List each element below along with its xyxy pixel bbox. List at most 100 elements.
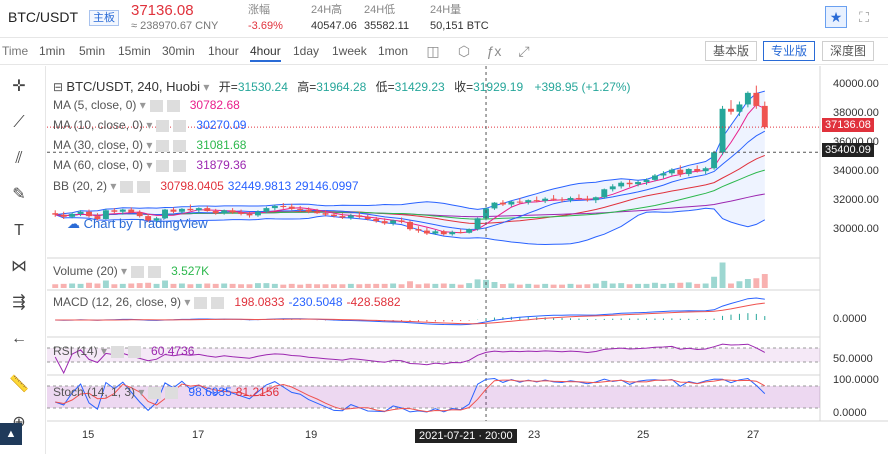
volume-bar	[626, 284, 633, 288]
candle-body	[423, 230, 430, 234]
candle-body	[575, 197, 582, 199]
candle-body	[711, 152, 718, 169]
settings-icon[interactable]: ⬡	[457, 43, 471, 59]
rsi-band	[47, 348, 820, 362]
candle-body	[550, 198, 557, 200]
time-tick-19: 19	[305, 429, 318, 441]
macd-label: MACD (12, 26, close, 9)	[53, 295, 182, 309]
pattern-icon[interactable]: ⋈	[11, 258, 27, 275]
interval-30min[interactable]: 30min	[162, 44, 195, 58]
macd-axis-tick: 0.0000	[833, 313, 867, 325]
interval-1mon[interactable]: 1mon	[378, 44, 409, 58]
interval-1hour[interactable]: 1hour	[208, 44, 239, 58]
macd-legend: MACD (12, 26, close, 9) ▾ 198.0833 -230.50…	[53, 295, 401, 309]
interval-5min[interactable]: 5min	[79, 44, 106, 58]
title-dropdown-icon[interactable]: ▾	[203, 80, 210, 94]
chart-canvas[interactable]	[47, 66, 888, 454]
candle-body	[719, 108, 726, 153]
volume-bar	[398, 284, 405, 288]
trendline-icon[interactable]: ⟋	[13, 114, 25, 131]
candle-body	[635, 182, 642, 185]
candle-body	[668, 169, 675, 174]
candle-body	[660, 173, 667, 176]
view-basic-button[interactable]: 基本版	[705, 41, 758, 61]
volume-bar	[542, 283, 549, 288]
ma5-buttons[interactable]	[149, 99, 182, 112]
view-pro-button[interactable]: 专业版	[763, 41, 816, 61]
ma60-value: 31879.36	[196, 158, 247, 172]
stoch-buttons[interactable]	[148, 386, 181, 399]
interval-1min[interactable]: 1min	[39, 44, 66, 58]
open-value: 31530.24	[237, 80, 288, 94]
chart-area[interactable]: ⊟ BTC/USDT, 240, Huobi ▾ 开=31530.24 高=31…	[47, 66, 888, 454]
fullscreen-chart-icon[interactable]: ⤢	[518, 43, 530, 59]
volume-bar	[491, 282, 498, 288]
ma30-buttons[interactable]	[156, 139, 189, 152]
candle-body	[212, 211, 219, 214]
candle-body	[694, 168, 701, 172]
forecast-icon[interactable]: ⇶	[12, 294, 26, 311]
volume-bar	[415, 284, 422, 288]
volume-bar	[516, 284, 523, 288]
macd-buttons[interactable]	[194, 296, 227, 309]
volume-buttons[interactable]	[131, 265, 164, 278]
candle-body	[728, 108, 734, 112]
interval-15min[interactable]: 15min	[118, 44, 151, 58]
collapse-toolbar-icon[interactable]: ▲	[0, 423, 22, 445]
candle-body	[592, 197, 599, 201]
candle-body	[314, 211, 321, 214]
crosshair-icon[interactable]: ✛	[12, 78, 26, 95]
volume-bar	[331, 284, 337, 288]
stoch-band	[47, 386, 820, 408]
bb-buttons[interactable]	[120, 180, 153, 193]
ma10-buttons[interactable]	[156, 119, 189, 132]
brush-icon[interactable]: ✎	[12, 186, 26, 203]
close-label: 收=	[454, 80, 474, 94]
candle-body	[483, 208, 489, 219]
volume-bar	[643, 283, 650, 288]
change-label: 涨幅	[248, 4, 270, 16]
favorite-star-icon[interactable]: ★	[825, 6, 847, 28]
candle-body	[525, 200, 532, 203]
last-price: 37136.08	[131, 2, 194, 19]
volume-bar	[212, 283, 219, 288]
interval-4hour[interactable]: 4hour	[250, 44, 281, 62]
watermark-text: Chart by TradingView	[83, 216, 208, 231]
ruler-icon[interactable]: 📏	[9, 376, 29, 393]
bb-legend: BB (20, 2) ▾ 30798.0405 32449.9813 29146.09…	[53, 179, 359, 193]
low-value: 35582.11	[364, 20, 410, 32]
volume-bar	[499, 284, 506, 288]
candle-body	[136, 212, 143, 217]
volume-bar	[761, 274, 768, 288]
chart-type-icon[interactable]: ◫	[426, 43, 440, 59]
candle-body	[491, 202, 498, 209]
tradingview-watermark[interactable]: ☁ Chart by TradingView	[67, 216, 208, 232]
volume-bar	[711, 276, 718, 288]
fib-icon[interactable]: ⫽	[15, 150, 23, 167]
back-arrow-icon[interactable]: ←	[11, 330, 27, 347]
collapse-legend-icon[interactable]: ⊟	[53, 80, 64, 94]
candle-body	[618, 182, 625, 187]
candle-body	[499, 202, 506, 205]
rsi-buttons[interactable]	[111, 345, 144, 358]
candle-body	[170, 209, 177, 212]
volume-bar	[246, 284, 253, 288]
view-depth-button[interactable]: 深度图	[822, 41, 875, 61]
high-value: 40547.06	[311, 20, 357, 32]
candle-body	[288, 206, 295, 209]
volume-bar	[314, 284, 321, 288]
interval-1week[interactable]: 1week	[332, 44, 367, 58]
fullscreen-icon[interactable]: ⛶	[859, 9, 869, 25]
ma60-buttons[interactable]	[156, 159, 189, 172]
volume-bar	[728, 283, 734, 288]
symbol-label[interactable]: BTC/USDT	[8, 9, 78, 25]
interval-1day[interactable]: 1day	[293, 44, 320, 58]
volume-bar	[601, 280, 608, 288]
volume-bar	[195, 283, 202, 288]
ma10-label: MA (10, close, 0)	[53, 118, 144, 132]
candle-body	[516, 201, 523, 203]
text-icon[interactable]: T	[14, 222, 24, 239]
ma30-value: 31081.68	[196, 138, 247, 152]
candle-body	[626, 182, 633, 185]
indicators-icon[interactable]: ƒx	[486, 43, 502, 59]
